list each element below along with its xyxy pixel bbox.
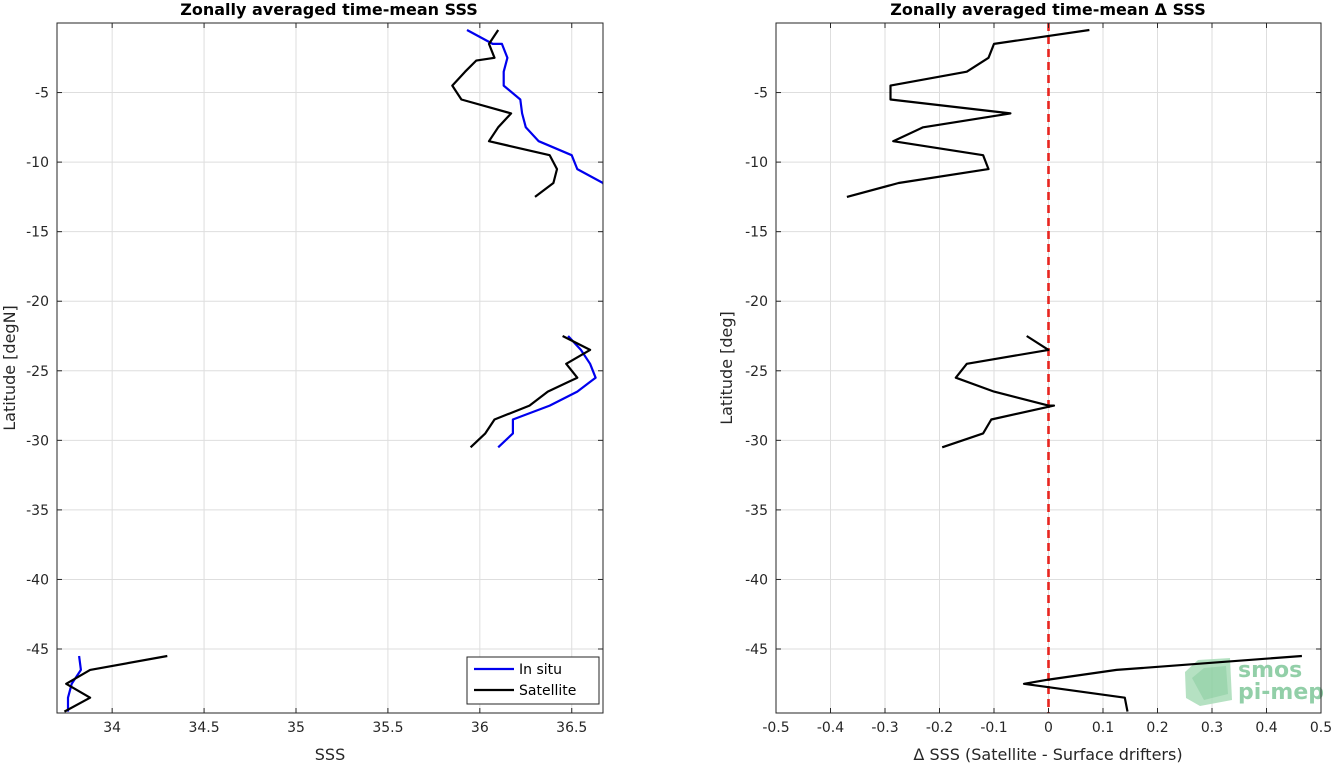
sss-xlabel: SSS [315,745,345,764]
y-tick-label: -35 [745,503,768,519]
y-tick-label: -20 [745,294,768,310]
x-tick-label: 0.5 [1310,720,1332,736]
y-tick-label: -30 [745,433,768,449]
y-tick-label: -20 [26,294,49,310]
delta-sss-ylabel: Latitude [deg] [717,311,736,425]
sss-ticks: 34 34.5 35 35.5 36 36.5 -5 -10 -15 -20 -25 -30 -35 -4… [26,23,603,736]
series-line-delta-sss-segment-1 [846,28,1090,198]
x-tick-label: 0.4 [1255,720,1277,736]
legend-label-satellite: Satellite [519,683,576,699]
x-tick-label: 0.1 [1092,720,1114,736]
x-tick-label: 35 [287,720,305,736]
logo-text-smos: smos [1238,658,1302,683]
delta-sss-panel: Zonally averaged time-mean Δ SSS smos pi… [717,0,1332,764]
sss-grid [57,23,603,713]
y-tick-label: -10 [26,155,49,171]
y-tick-label: -40 [26,572,49,588]
y-tick-label: -45 [745,642,768,658]
smos-pi-mep-logo: smos pi-mep [1185,658,1324,706]
x-tick-label: 0.2 [1146,720,1168,736]
sss-legend: In situ Satellite [466,656,600,705]
y-tick-label: -30 [26,433,49,449]
sss-ylabel: Latitude [degN] [0,305,19,431]
series-line-delta-sss-segment-2 [941,335,1056,449]
x-tick-label: 36.5 [556,720,587,736]
series-line-in-situ-segment-1 [466,29,603,186]
x-tick-label: 35.5 [372,720,403,736]
y-tick-label: -45 [26,642,49,658]
series-line-delta-sss-segment-3 [1022,654,1302,712]
series-line-satellite-segment-1 [451,29,559,198]
delta-sss-ticks: -0.5 -0.4 -0.3 -0.2 -0.1 0 0.1 0.2 0.3 0.4 0.5 -5 -1… [745,23,1332,736]
x-tick-label: -0.1 [980,720,1007,736]
y-tick-label: -15 [26,225,49,241]
logo-text-pi-mep: pi-mep [1238,680,1324,705]
sss-lines [63,29,603,713]
y-tick-label: -5 [754,86,768,102]
x-tick-label: -0.5 [762,720,789,736]
y-tick-label: -40 [745,572,768,588]
delta-sss-lines [846,28,1302,712]
y-tick-label: -25 [745,364,768,380]
delta-sss-xlabel: Δ SSS (Satellite - Surface drifters) [913,745,1182,764]
logo-shape-inner [1192,666,1228,700]
sss-panel-title: Zonally averaged time-mean SSS [180,0,478,19]
sss-axes-box [56,22,604,714]
x-tick-label: -0.4 [817,720,844,736]
x-tick-label: 34.5 [188,720,219,736]
x-tick-label: 34 [103,720,121,736]
y-tick-label: -15 [745,225,768,241]
x-tick-label: 0.3 [1201,720,1223,736]
legend-label-in-situ: In situ [519,662,562,678]
x-tick-label: 36 [471,720,489,736]
series-line-satellite-segment-2 [469,335,592,449]
y-tick-label: -10 [745,155,768,171]
series-line-in-situ-segment-3 [66,655,83,712]
legend-box [466,656,600,705]
sss-panel: Zonally averaged time-mean SSS 34 34.5 35 3… [0,0,604,764]
delta-sss-panel-title: Zonally averaged time-mean Δ SSS [890,0,1206,19]
x-tick-label: -0.3 [871,720,898,736]
y-tick-label: -35 [26,503,49,519]
x-tick-label: 0 [1044,720,1053,736]
x-tick-label: -0.2 [926,720,953,736]
series-line-satellite-segment-3 [63,654,168,713]
y-tick-label: -25 [26,364,49,380]
y-tick-label: -5 [35,86,49,102]
